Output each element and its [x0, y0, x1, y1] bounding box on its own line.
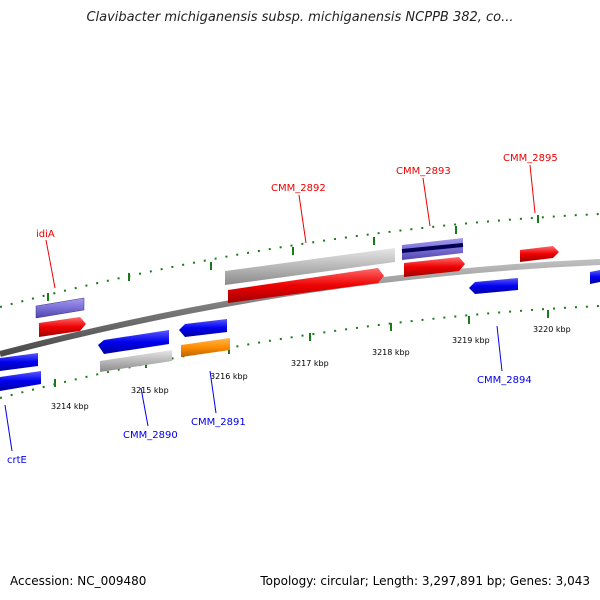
scale-label: 3216 kbp	[210, 372, 248, 381]
gene-label-reverse[interactable]: CMM_2894	[477, 375, 532, 386]
backbone-strand	[0, 259, 600, 357]
scale-label: 3219 kbp	[452, 336, 490, 345]
topology-stats-text: Topology: circular; Length: 3,297,891 bp…	[260, 574, 590, 588]
gene-label-forward[interactable]: CMM_2892	[271, 183, 326, 194]
gene-label-forward[interactable]: idiA	[36, 229, 55, 240]
scale-label: 3218 kbp	[372, 348, 410, 357]
gene-label-forward[interactable]: CMM_2893	[396, 166, 451, 177]
gene-feature-highlight[interactable]	[181, 338, 230, 357]
gene-feature-purple[interactable]	[35, 297, 85, 319]
map-title: Clavibacter michiganensis subsp. michiga…	[86, 10, 514, 25]
gene-feature-forward[interactable]	[39, 317, 86, 337]
gene-feature-grey[interactable]	[225, 248, 395, 285]
scale-label: 3214 kbp	[51, 402, 89, 411]
gene-feature-reverse[interactable]	[98, 330, 169, 354]
gene-feature-forward[interactable]	[404, 257, 465, 277]
gene-feature-reverse[interactable]	[590, 270, 600, 284]
gene-feature-grey[interactable]	[100, 350, 172, 372]
gene-feature-reverse[interactable]	[0, 353, 38, 371]
forward-label-leaders	[45, 164, 536, 289]
gene-label-reverse[interactable]: CMM_2890	[123, 430, 178, 441]
forward-major-ticks	[47, 215, 539, 301]
scale-label: 3217 kbp	[291, 359, 329, 368]
reverse-label-leaders	[4, 325, 503, 452]
gene-feature-reverse[interactable]	[469, 278, 518, 294]
gene-feature-reverse[interactable]	[0, 371, 41, 391]
gene-label-reverse[interactable]: crtE	[7, 455, 27, 466]
accession-text: Accession: NC_009480	[10, 574, 147, 588]
gene-label-forward[interactable]: CMM_2895	[503, 153, 558, 164]
reverse-features	[0, 270, 600, 391]
gene-label-reverse[interactable]: CMM_2891	[191, 417, 246, 428]
forward-features	[35, 238, 559, 337]
gene-feature-reverse[interactable]	[179, 319, 227, 337]
scale-label: 3220 kbp	[533, 325, 571, 334]
gene-feature-forward[interactable]	[520, 246, 559, 262]
gene-feature-dark-band	[401, 243, 464, 253]
gene-feature-forward[interactable]	[228, 268, 384, 303]
scale-label: 3215 kbp	[131, 386, 169, 395]
